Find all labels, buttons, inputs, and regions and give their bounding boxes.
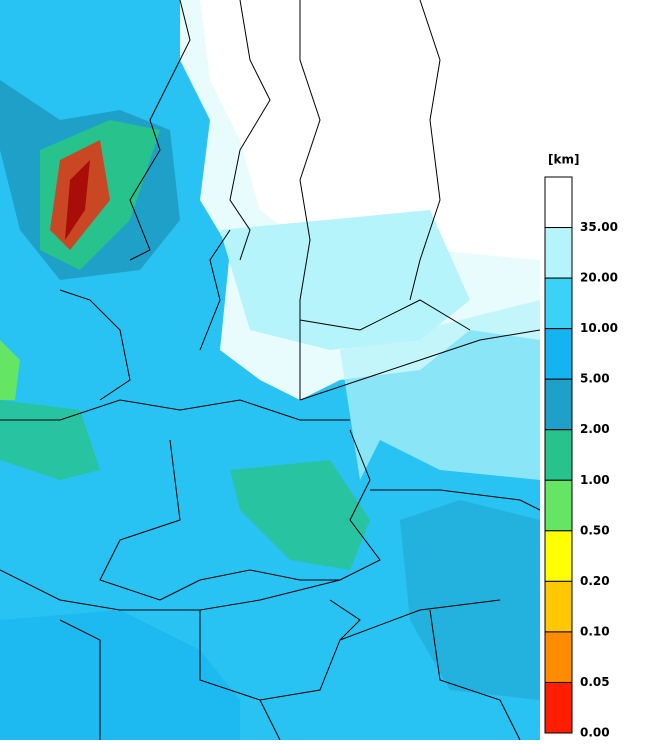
legend-label: 10.00 <box>580 321 618 335</box>
legend-label: 20.00 <box>580 271 618 285</box>
legend-swatch <box>544 479 573 532</box>
legend-swatch <box>544 378 573 431</box>
legend-label: 35.00 <box>580 220 618 234</box>
legend-swatch <box>544 530 573 582</box>
legend-swatch <box>544 429 573 481</box>
legend-label: 5.00 <box>580 372 610 386</box>
legend-swatch <box>544 631 573 683</box>
legend-label: 0.50 <box>580 523 610 537</box>
legend-label: 0.00 <box>580 726 610 740</box>
legend-label: 2.00 <box>580 422 610 436</box>
legend-swatch <box>544 328 573 380</box>
legend-unit: [km] <box>548 153 579 167</box>
legend-label: 0.20 <box>580 574 610 588</box>
legend-swatch <box>544 681 573 734</box>
legend-label: 1.00 <box>580 473 610 487</box>
legend-swatch <box>544 580 573 633</box>
legend-label: 0.05 <box>580 675 610 689</box>
legend: [km] 35.00 20.00 10.00 5.00 2.00 1.00 0.50 0.20… <box>544 153 618 740</box>
legend-swatch <box>544 277 573 330</box>
legend-label: 0.10 <box>580 624 610 638</box>
map <box>0 0 541 741</box>
legend-swatch <box>544 227 573 279</box>
legend-swatch <box>544 176 573 229</box>
